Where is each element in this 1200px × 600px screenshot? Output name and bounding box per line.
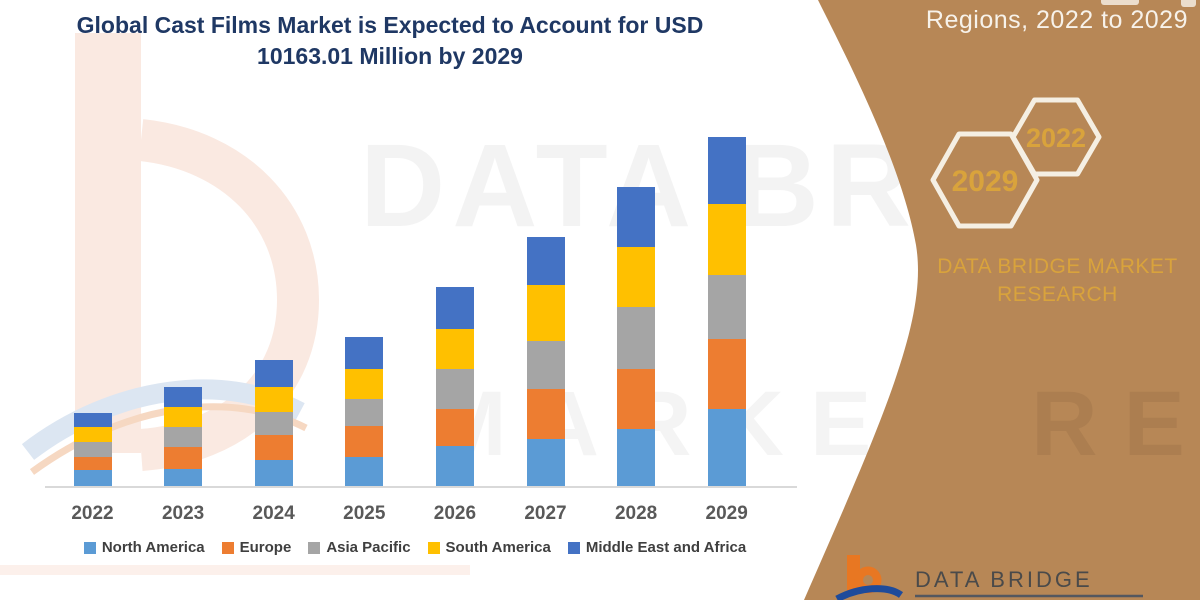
legend-label-middle-east-and-africa: Middle East and Africa xyxy=(585,539,747,556)
legend-label-europe: Europe xyxy=(239,539,292,556)
bar-segment-south-america-2027 xyxy=(526,285,565,341)
x-axis-label-2028: 2028 xyxy=(614,503,658,524)
legend-swatch-middle-east-and-africa xyxy=(567,541,580,554)
bar-segment-north-america-2027 xyxy=(526,439,565,487)
hexagon-label-2022: 2022 xyxy=(1026,123,1086,153)
legend-item-asia-pacific: Asia Pacific xyxy=(308,539,411,556)
legend-swatch-europe xyxy=(221,541,234,554)
x-axis-label-2022: 2022 xyxy=(71,503,114,524)
year-hexagons: 2029 2022 xyxy=(930,97,1102,229)
legend-item-europe: Europe xyxy=(221,539,292,556)
x-axis-label-2023: 2023 xyxy=(161,503,205,524)
bar-segment-europe-2024 xyxy=(254,435,293,460)
x-axis-label-2029: 2029 xyxy=(705,503,748,524)
hexagon-2029-outline-icon xyxy=(930,131,1040,229)
bar-segment-south-america-2024 xyxy=(254,387,293,412)
bar-segment-middle-east-and-africa-2028 xyxy=(617,187,656,247)
bar-segment-north-america-2029 xyxy=(707,409,746,487)
clipped-caption-fragment xyxy=(1101,0,1139,5)
bar-segment-middle-east-and-africa-2024 xyxy=(254,360,293,387)
legend-item-middle-east-and-africa: Middle East and Africa xyxy=(567,539,747,556)
x-axis-label-2024: 2024 xyxy=(252,503,295,524)
bar-segment-asia-pacific-2024 xyxy=(254,412,293,435)
bar-segment-asia-pacific-2028 xyxy=(617,307,656,369)
legend-swatch-south-america xyxy=(427,541,440,554)
legend-label-asia-pacific: Asia Pacific xyxy=(326,539,411,556)
bar-segment-south-america-2025 xyxy=(345,369,384,399)
panel-brand-text: DATA BRIDGE MARKET RESEARCH xyxy=(930,253,1185,309)
bar-segment-north-america-2023 xyxy=(164,469,203,487)
bar-segment-europe-2028 xyxy=(617,369,656,429)
bar-segment-europe-2023 xyxy=(164,447,203,469)
bar-segment-middle-east-and-africa-2029 xyxy=(707,137,746,204)
legend-swatch-north-america xyxy=(83,541,96,554)
bar-segment-asia-pacific-2027 xyxy=(526,341,565,389)
footer-logo-swoosh-icon xyxy=(835,585,904,600)
x-axis-line xyxy=(45,486,797,488)
bar-segment-asia-pacific-2026 xyxy=(435,369,474,409)
bar-segment-asia-pacific-2025 xyxy=(345,399,384,426)
bar-segment-south-america-2023 xyxy=(164,407,203,427)
bar-segment-south-america-2029 xyxy=(707,204,746,275)
bar-segment-europe-2026 xyxy=(435,409,474,446)
bar-segment-middle-east-and-africa-2026 xyxy=(435,287,474,329)
bar-segment-asia-pacific-2029 xyxy=(707,275,746,339)
legend-swatch-asia-pacific xyxy=(308,541,321,554)
bar-segment-north-america-2025 xyxy=(345,457,384,487)
panel-brand-line2: RESEARCH xyxy=(997,283,1118,306)
bar-segment-asia-pacific-2023 xyxy=(164,427,203,447)
x-axis-label-2025: 2025 xyxy=(343,503,386,524)
bar-segment-europe-2025 xyxy=(345,426,384,457)
bar-segment-north-america-2024 xyxy=(254,460,293,487)
legend-item-north-america: North America xyxy=(83,539,205,556)
legend-item-south-america: South America xyxy=(427,539,551,556)
bar-segment-middle-east-and-africa-2027 xyxy=(526,237,565,285)
bar-segment-middle-east-and-africa-2023 xyxy=(164,387,203,407)
bar-segment-middle-east-and-africa-2025 xyxy=(345,337,384,369)
legend-label-south-america: South America xyxy=(445,539,551,556)
bar-segment-asia-pacific-2022 xyxy=(73,442,112,457)
x-axis-label-2027: 2027 xyxy=(524,503,567,524)
bar-segment-europe-2027 xyxy=(526,389,565,439)
x-axis-label-2026: 2026 xyxy=(433,503,477,524)
chart-title: Global Cast Films Market is Expected to … xyxy=(45,10,735,72)
bar-segment-middle-east-and-africa-2022 xyxy=(73,413,112,427)
bar-segment-europe-2022 xyxy=(73,457,112,470)
legend-label-north-america: North America xyxy=(101,539,205,556)
bar-segment-europe-2029 xyxy=(707,339,746,409)
bar-segment-north-america-2022 xyxy=(73,470,112,487)
chart-legend: North America Europe Asia Pacific South Ame… xyxy=(35,539,795,556)
panel-brand-line1: DATA BRIDGE MARKET xyxy=(937,255,1178,278)
bar-segment-south-america-2028 xyxy=(617,247,656,307)
clipped-caption-fragment xyxy=(1181,0,1196,7)
footer-logo-brand-text: DATA BRIDGE xyxy=(915,567,1093,592)
hexagon-2022-outline-icon xyxy=(1010,97,1102,177)
hexagon-label-2029: 2029 xyxy=(952,165,1019,198)
chart-title-line1: Global Cast Films Market is Expected to … xyxy=(76,12,704,38)
footer-logo: DATA BRIDGE xyxy=(835,555,1143,600)
chart-title-line2: 10163.01 Million by 2029 xyxy=(257,43,523,69)
bar-segment-south-america-2022 xyxy=(73,427,112,442)
watermark-band xyxy=(0,565,470,575)
footer-logo-b-hole xyxy=(863,575,873,585)
bar-segment-north-america-2028 xyxy=(617,429,656,487)
bar-segment-north-america-2026 xyxy=(435,446,474,487)
panel-caption: Regions, 2022 to 2029 xyxy=(925,6,1188,34)
bar-segment-south-america-2026 xyxy=(435,329,474,369)
